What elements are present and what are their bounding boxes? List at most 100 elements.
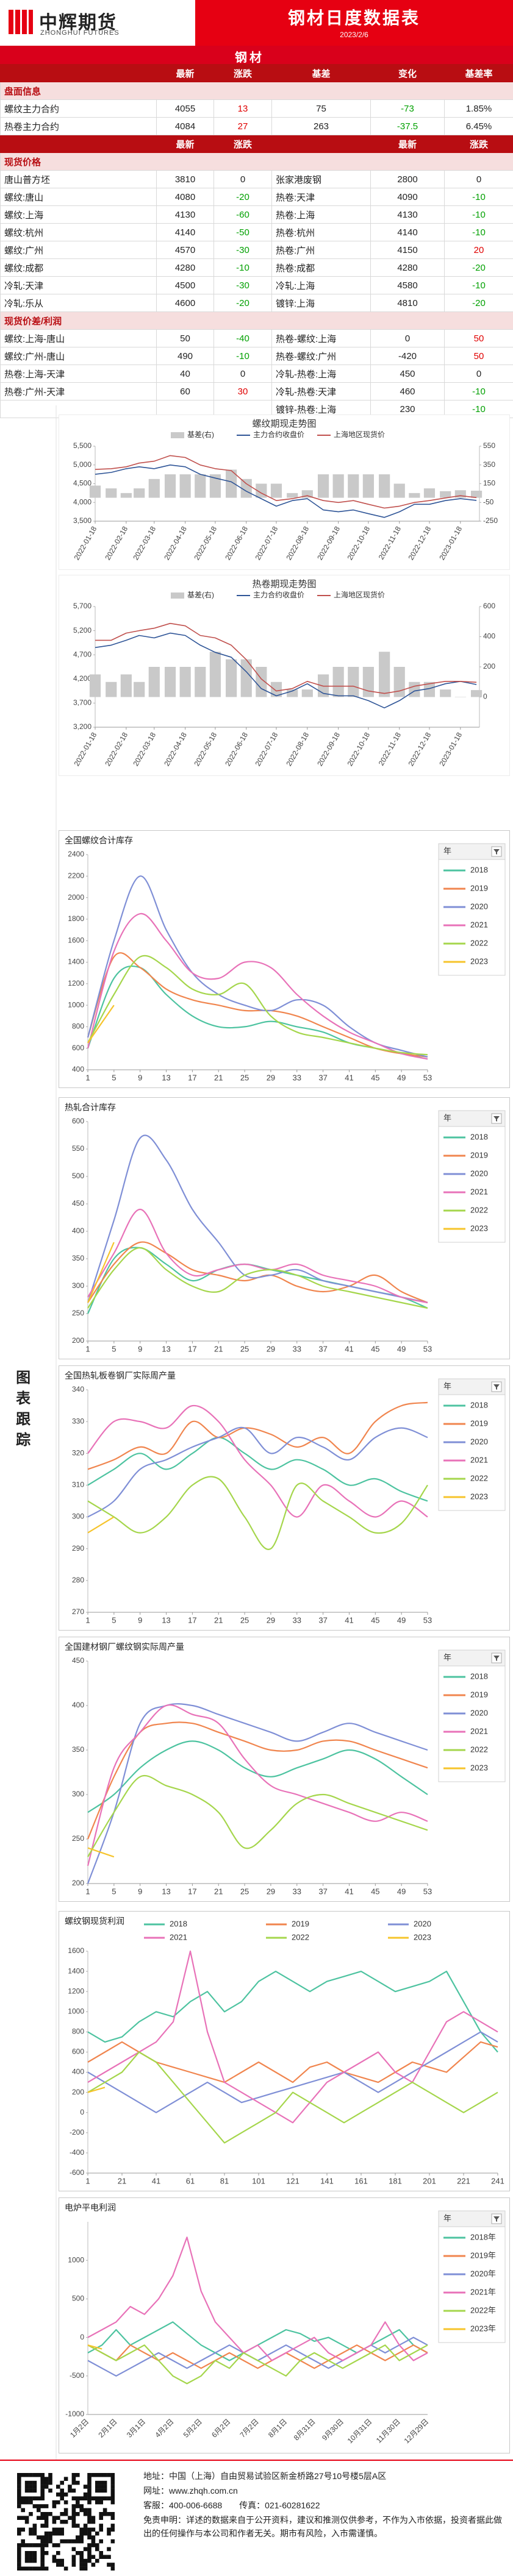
qr-module xyxy=(63,2500,68,2505)
x-tick-label: 45 xyxy=(371,1344,379,1353)
qr-module xyxy=(40,2504,45,2508)
y-tick-label: 400 xyxy=(72,1701,84,1709)
y-tick-label: 3,200 xyxy=(73,722,91,731)
legend: 年 2018 2019 2020 2021 2022 2023 xyxy=(438,1378,506,1511)
legend-label: 上海地区现货价 xyxy=(334,430,385,439)
y-tick-label: 450 xyxy=(72,1199,84,1208)
legend-label: 2021 xyxy=(470,1726,488,1735)
table-cell: -10 xyxy=(444,276,513,294)
bar xyxy=(470,491,483,498)
table-row: 螺纹:唐山 4080 -20 热卷:天津 4090 -10 xyxy=(0,188,513,206)
x-tick-label: 201 xyxy=(423,2176,436,2185)
bar xyxy=(89,674,101,697)
qr-module xyxy=(91,2519,96,2524)
qr-module xyxy=(60,2532,64,2536)
qr-module xyxy=(21,2473,25,2477)
qr-module xyxy=(107,2527,111,2532)
qr-module xyxy=(68,2488,72,2493)
qr-module xyxy=(99,2527,103,2532)
y2-tick-label: 550 xyxy=(483,441,495,450)
qr-module xyxy=(83,2524,88,2528)
chart-title: 电炉平电利润 xyxy=(65,2203,116,2213)
qr-module xyxy=(76,2504,80,2508)
table-cell: 螺纹:成都 xyxy=(0,258,157,277)
qr-module xyxy=(99,2516,103,2520)
qr-module xyxy=(52,2532,57,2536)
qr-module xyxy=(79,2496,84,2500)
table-cell: -20 xyxy=(213,188,272,206)
table-cell: 0 xyxy=(444,170,513,188)
y-tick-label: 340 xyxy=(72,1385,84,1393)
table-cell: 螺纹:上海-唐山 xyxy=(0,329,157,347)
x-tick-label: 49 xyxy=(397,1344,406,1353)
legend-label: 2023年 xyxy=(470,2324,496,2333)
qr-module xyxy=(29,2500,33,2505)
qr-module xyxy=(60,2519,64,2524)
y-tick-label: 1400 xyxy=(68,1966,84,1975)
qr-module xyxy=(71,2496,76,2500)
legend-label: 2019年 xyxy=(470,2250,496,2260)
table-cell: 0 xyxy=(444,365,513,383)
qr-module xyxy=(32,2480,37,2485)
legend-swatch xyxy=(171,432,184,438)
legend-label: 2020 xyxy=(470,1169,488,1178)
table-cell: 0 xyxy=(213,365,272,383)
x-tick-label: 61 xyxy=(186,2176,195,2185)
chart-title: 热轧合计库存 xyxy=(65,1103,116,1112)
qr-module xyxy=(56,2492,60,2497)
bar xyxy=(362,667,374,697)
table-cell: 热卷:天津 xyxy=(271,188,371,206)
qr-module xyxy=(40,2566,45,2571)
qr-module xyxy=(110,2500,115,2505)
y2-tick-label: -50 xyxy=(483,497,494,506)
y-tick-label: 280 xyxy=(72,1576,84,1584)
qr-module xyxy=(29,2566,33,2571)
legend-label: 2018 xyxy=(470,1400,488,1409)
x-tick-label: 41 xyxy=(345,1887,353,1896)
qr-module xyxy=(76,2539,80,2544)
bar xyxy=(195,667,206,697)
qr-module xyxy=(40,2496,45,2500)
qr-module xyxy=(40,2488,45,2493)
y2-tick-label: 200 xyxy=(483,662,495,671)
qr-module xyxy=(83,2496,88,2500)
qr-module xyxy=(87,2535,91,2539)
table-cell xyxy=(0,135,157,153)
qr-module xyxy=(102,2473,107,2477)
table-cell: 490 xyxy=(156,347,214,365)
table-cell: 27 xyxy=(213,117,272,135)
table-cell: 4055 xyxy=(156,99,214,118)
qr-module xyxy=(32,2555,37,2559)
qr-module xyxy=(17,2527,21,2532)
qr-module xyxy=(110,2496,115,2500)
qr-module xyxy=(21,2527,25,2532)
series-line xyxy=(87,1437,428,1502)
qr-module xyxy=(79,2551,84,2555)
bar xyxy=(362,474,374,498)
y-tick-label: 200 xyxy=(72,1336,84,1345)
x-tick-label: 17 xyxy=(188,1073,196,1082)
qr-module xyxy=(37,2473,41,2477)
x-tick-label: 29 xyxy=(267,1887,275,1896)
table-row: 冷轧:天津 4500 -30 冷轧:上海 4580 -10 xyxy=(0,276,513,294)
bar xyxy=(148,479,160,498)
qr-module xyxy=(99,2555,103,2559)
x-tick-label: 53 xyxy=(423,1887,432,1896)
qr-module xyxy=(99,2496,103,2500)
qr-module xyxy=(110,2527,115,2532)
x-tick-label: 1 xyxy=(85,1344,90,1353)
qr-module xyxy=(56,2527,60,2532)
x-tick-label: 1 xyxy=(85,1887,90,1896)
legend-label: 2018 xyxy=(470,1132,488,1141)
y-tick-label: -200 xyxy=(70,2128,84,2137)
bar xyxy=(195,474,206,498)
qr-module xyxy=(71,2488,76,2493)
section-title: 钢材 xyxy=(235,51,264,65)
qr-module xyxy=(32,2532,37,2536)
y-tick-label: 5,700 xyxy=(73,602,91,610)
bar xyxy=(423,681,436,697)
bar xyxy=(409,681,420,697)
qr-module xyxy=(52,2558,57,2563)
qr-module xyxy=(87,2477,91,2481)
qr-module xyxy=(21,2543,25,2547)
